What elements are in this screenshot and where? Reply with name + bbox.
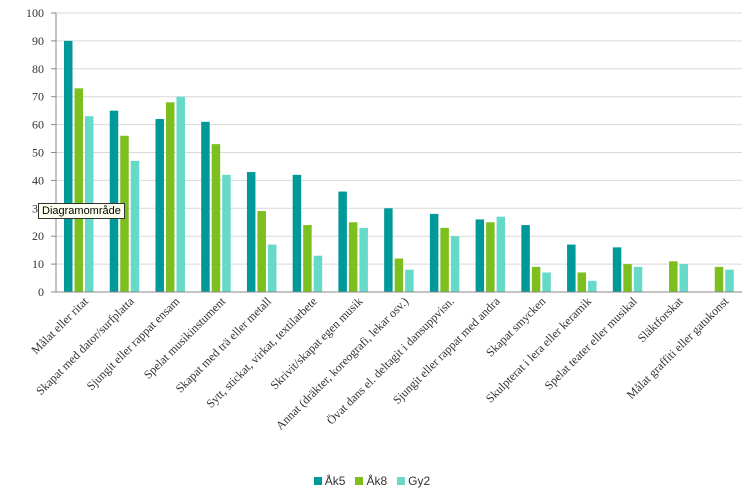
- bar-gy2: [222, 174, 231, 292]
- bar-åk8: [669, 261, 678, 292]
- x-tick-label: Spelat teater eller musikal: [542, 294, 641, 393]
- bar-åk5: [612, 247, 622, 292]
- legend-item-åk8: Åk8: [355, 474, 387, 488]
- legend-item-gy2: Gy2: [397, 474, 430, 488]
- legend-item-åk5: Åk5: [313, 474, 346, 488]
- y-tick-label: 90: [32, 34, 44, 48]
- bar-åk5: [521, 225, 530, 292]
- chart-area-tooltip: Diagramområde: [38, 203, 125, 219]
- bar-gy2: [542, 272, 551, 292]
- legend-swatch: [313, 477, 322, 485]
- bar-åk8: [74, 88, 83, 292]
- bar-gy2: [633, 266, 643, 292]
- bar-gy2: [405, 269, 414, 292]
- legend-label: Gy2: [408, 474, 431, 488]
- bar-åk5: [246, 172, 256, 292]
- bar-åk8: [303, 225, 312, 292]
- bar-åk8: [623, 264, 632, 292]
- bar-åk5: [201, 121, 210, 292]
- y-tick-label: 0: [38, 285, 44, 299]
- bar-åk8: [577, 272, 587, 292]
- bars: [64, 40, 734, 293]
- x-tick-label: Skrivit/skapat egen musik: [267, 294, 365, 392]
- y-tick-label: 60: [32, 118, 44, 132]
- bar-åk8: [394, 258, 404, 292]
- bar-gy2: [496, 216, 506, 292]
- bar-åk5: [64, 40, 73, 293]
- legend-label: Åk8: [366, 474, 388, 488]
- bar-åk5: [567, 244, 576, 292]
- y-tick-label: 20: [32, 229, 44, 243]
- bar-gy2: [130, 160, 140, 292]
- bar-gy2: [313, 255, 323, 292]
- y-tick-label: 50: [32, 146, 44, 160]
- bar-gy2: [679, 264, 689, 292]
- bar-åk5: [155, 119, 164, 293]
- x-tick-label: Spelat musikinstument: [141, 294, 229, 382]
- bar-åk5: [109, 110, 119, 293]
- bar-gy2: [725, 269, 734, 292]
- bar-gy2: [588, 280, 597, 292]
- y-tick-label: 100: [26, 6, 44, 20]
- bar-åk8: [348, 222, 358, 292]
- y-axis-ticks: 0102030405060708090100: [26, 6, 56, 299]
- bar-åk8: [440, 227, 449, 292]
- legend-swatch: [397, 477, 406, 485]
- bar-åk5: [475, 219, 485, 292]
- legend-label: Åk5: [324, 474, 346, 488]
- y-tick-label: 40: [32, 173, 44, 187]
- bar-åk5: [384, 208, 393, 292]
- bar-åk8: [257, 211, 266, 292]
- bar-åk8: [714, 266, 724, 292]
- y-tick-label: 70: [32, 90, 44, 104]
- bar-åk8: [486, 222, 495, 292]
- y-tick-label: 10: [32, 257, 44, 271]
- bar-gy2: [267, 244, 277, 292]
- bar-åk8: [531, 266, 541, 292]
- bar-gy2: [359, 227, 368, 292]
- bar-åk8: [211, 144, 221, 292]
- bar-åk5: [429, 213, 439, 292]
- bar-åk8: [165, 102, 175, 292]
- bar-gy2: [450, 236, 460, 292]
- bar-gy2: [176, 96, 185, 292]
- bar-åk5: [338, 191, 347, 292]
- legend: Åk5 Åk8 Gy2: [0, 474, 744, 488]
- legend-swatch: [355, 477, 364, 485]
- y-tick-label: 80: [32, 62, 44, 76]
- bar-åk5: [292, 174, 302, 292]
